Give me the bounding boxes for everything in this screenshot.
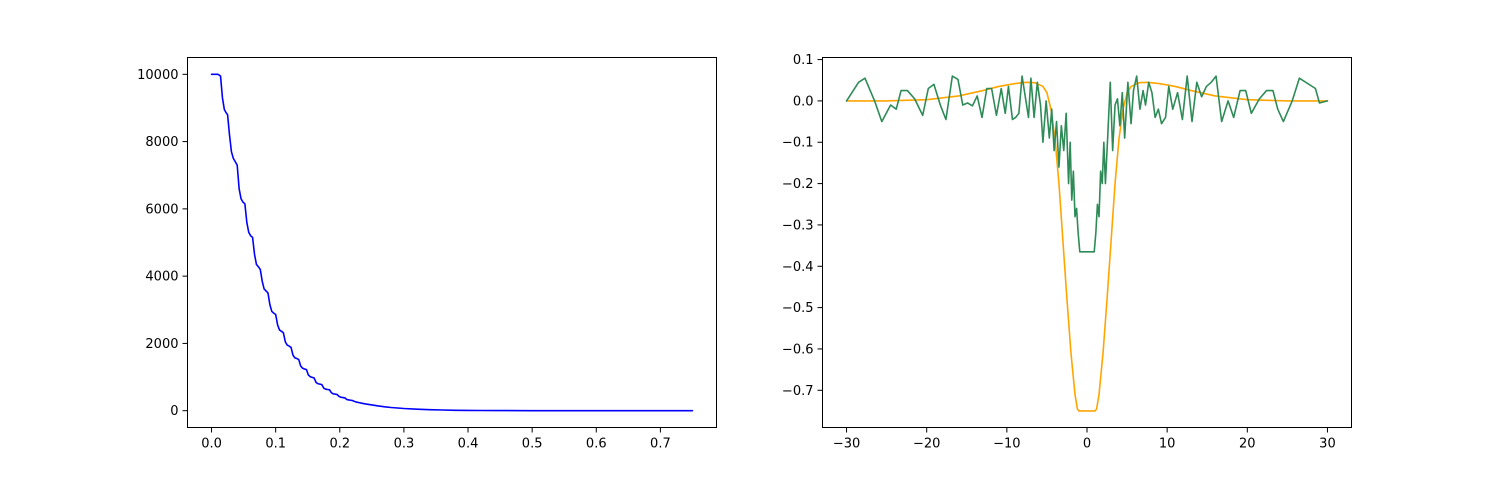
- left-chart-plot-frame: [187, 57, 717, 428]
- right-chart-y-tick-label: −0.1: [782, 136, 814, 151]
- left-chart-x-tick-label: 0.3: [394, 437, 415, 452]
- right-chart-y-tick-label: 0.1: [793, 53, 814, 68]
- left-chart-y-tick-label: 4000: [145, 270, 178, 285]
- right-chart-y-axis: 0.1 0.0 −0.1 −0.2 −0.3 −0.4 −0.5 −0.6 −0.7: [782, 53, 823, 399]
- left-chart-x-tick-label: 0.0: [201, 437, 222, 452]
- left-chart-x-tick-label: 0.4: [458, 437, 479, 452]
- right-chart-x-tick-label: −20: [913, 437, 940, 452]
- right-chart-y-tick-label: −0.2: [782, 177, 814, 192]
- right-chart-plot-frame: [822, 57, 1352, 428]
- left-chart-x-axis: 0.0 0.1 0.2 0.3 0.4 0.5 0.6 0.7: [201, 427, 671, 452]
- left-chart-y-tick-label: 6000: [145, 202, 178, 217]
- left-chart: 0.0 0.1 0.2 0.3 0.4 0.5 0.6 0.7 0 2000 4000 6000 80…: [137, 57, 717, 452]
- right-chart-y-tick-label: −0.6: [782, 342, 814, 357]
- left-chart-series: [210, 73, 694, 412]
- right-chart-y-tick-label: 0.0: [793, 94, 814, 109]
- left-chart-y-tick-label: 10000: [137, 68, 178, 83]
- right-chart-y-tick-label: −0.5: [782, 301, 814, 316]
- left-chart-y-tick-label: 8000: [145, 135, 178, 150]
- right-chart-x-axis: −30 −20 −10 0 10 20 30: [833, 427, 1336, 452]
- right-chart: −30 −20 −10 0 10 20 30 0.1 0.0 −0.1 −0.2 −0.3 −0.4 −…: [782, 53, 1352, 452]
- right-chart-series-line-2: [845, 75, 1329, 253]
- right-chart-x-tick-label: 10: [1159, 437, 1176, 452]
- left-chart-x-tick-label: 0.1: [265, 437, 286, 452]
- right-chart-y-tick-label: −0.4: [782, 260, 814, 275]
- left-chart-x-tick-label: 0.7: [650, 437, 671, 452]
- right-chart-y-tick-label: −0.7: [782, 384, 814, 399]
- left-chart-x-tick-label: 0.5: [522, 437, 543, 452]
- right-chart-x-tick-label: 20: [1239, 437, 1256, 452]
- left-chart-y-axis: 0 2000 4000 6000 8000 10000: [137, 68, 188, 419]
- right-chart-series: [845, 75, 1329, 412]
- right-chart-x-tick-label: 0: [1083, 437, 1091, 452]
- right-chart-x-tick-label: −10: [993, 437, 1020, 452]
- left-chart-x-tick-label: 0.2: [329, 437, 350, 452]
- left-chart-x-tick-label: 0.6: [586, 437, 607, 452]
- right-chart-x-tick-label: −30: [833, 437, 860, 452]
- left-chart-y-tick-label: 0: [170, 404, 178, 419]
- left-chart-series-line-1: [210, 73, 694, 412]
- right-chart-y-tick-label: −0.3: [782, 218, 814, 233]
- left-chart-y-tick-label: 2000: [145, 337, 178, 352]
- right-chart-x-tick-label: 30: [1319, 437, 1336, 452]
